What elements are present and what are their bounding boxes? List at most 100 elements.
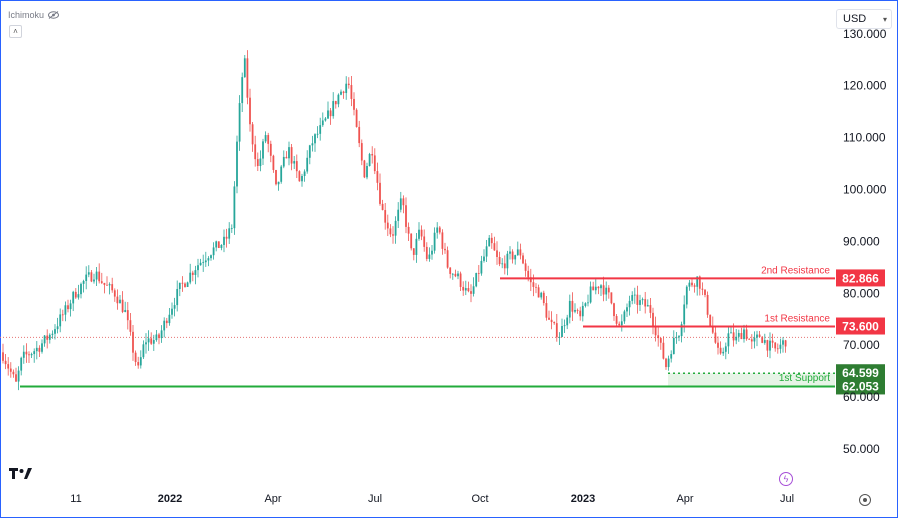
candle-body <box>537 287 540 298</box>
candle-body <box>711 325 714 333</box>
price-tick-label: 70.000 <box>843 338 880 352</box>
candle-body <box>342 91 345 94</box>
candle-body <box>576 309 579 311</box>
eye-icon[interactable] <box>48 11 60 19</box>
candle-body <box>210 255 212 259</box>
candle-body <box>301 175 303 182</box>
candle-body <box>761 336 764 343</box>
candle-body <box>204 260 207 263</box>
candle-body <box>701 288 704 290</box>
candle-body <box>501 263 504 265</box>
candle-body <box>493 243 496 251</box>
candle-body <box>561 326 563 337</box>
candle-body <box>529 277 532 283</box>
candle-body <box>631 295 634 301</box>
candle-body <box>475 273 478 287</box>
candle-body <box>763 340 766 343</box>
price-tick-label: 50.000 <box>843 442 880 456</box>
candle-body <box>181 282 184 284</box>
candle-body <box>696 276 699 287</box>
chevron-up-icon[interactable]: ˄ <box>9 25 22 38</box>
candle-body <box>407 226 410 234</box>
candle-body <box>600 285 602 289</box>
candle-body <box>353 98 355 110</box>
candle-body <box>108 284 111 286</box>
candle-body <box>524 263 527 271</box>
candle-body <box>17 370 20 382</box>
candle-body <box>425 246 428 259</box>
candle-body <box>280 166 283 182</box>
candle-body <box>623 311 626 322</box>
candle-body <box>433 232 436 251</box>
candle-body <box>706 294 709 315</box>
candle-body <box>579 310 582 317</box>
candle-body <box>264 135 267 142</box>
candle-body <box>288 147 290 159</box>
candle-body <box>649 305 652 313</box>
candle-body <box>412 248 415 255</box>
candle-body <box>184 283 186 287</box>
candle-body <box>69 303 72 310</box>
candle-body <box>704 289 706 295</box>
level-name-label: 1st Support <box>779 373 830 384</box>
candle-body <box>615 316 618 324</box>
candle-body <box>737 333 740 337</box>
candle-body <box>784 340 787 347</box>
candle-body <box>80 283 82 295</box>
candle-body <box>394 220 397 236</box>
candle-body <box>490 237 493 244</box>
candle-body <box>243 58 246 78</box>
price-tag-label: 73.600 <box>842 320 879 334</box>
candle-body <box>267 135 270 144</box>
indicator-legend[interactable]: Ichimoku <box>8 10 60 20</box>
price-tick-label: 120.000 <box>843 79 887 93</box>
gear-icon[interactable] <box>859 494 871 506</box>
candle-body <box>532 282 535 287</box>
candle-body <box>51 333 54 335</box>
candle-body <box>4 360 7 365</box>
candle-body <box>189 272 192 283</box>
candle-body <box>691 282 693 286</box>
candle-body <box>30 354 33 356</box>
candle-body <box>38 347 41 352</box>
candle-body <box>574 309 576 312</box>
candle-body <box>644 299 647 307</box>
candle-body <box>147 338 150 343</box>
candle-body <box>360 143 363 161</box>
candle-body <box>709 314 712 326</box>
candle-body <box>230 228 233 229</box>
candle-body <box>194 270 197 275</box>
price-tick-label: 130.000 <box>843 27 887 41</box>
time-tick-label: 11 <box>70 493 81 505</box>
candle-body <box>732 332 735 341</box>
candle-body <box>399 198 402 210</box>
candle-body <box>168 314 171 324</box>
tradingview-logo[interactable] <box>9 466 32 480</box>
candle-body <box>191 272 194 275</box>
candle-body <box>776 348 779 350</box>
candle-body <box>145 342 147 345</box>
candle-body <box>9 368 12 372</box>
candle-body <box>470 291 472 294</box>
candle-body <box>379 182 381 204</box>
candle-body <box>672 337 675 355</box>
candle-body <box>667 358 670 368</box>
candle-body <box>758 334 761 337</box>
candle-body <box>340 91 342 95</box>
currency-selector[interactable]: USD ▾ <box>836 9 892 29</box>
candle-body <box>550 319 553 323</box>
time-tick-label: Apr <box>676 493 693 505</box>
candle-body <box>116 296 119 304</box>
candle-body <box>2 352 4 361</box>
candle-body <box>771 340 774 343</box>
candle-body <box>256 159 259 167</box>
candle-body <box>160 330 163 339</box>
lightning-icon[interactable]: ϟ <box>779 472 793 486</box>
candle-body <box>54 329 56 334</box>
price-tick-label: 60.000 <box>843 390 880 404</box>
candle-body <box>152 340 155 344</box>
candle-body <box>7 364 10 369</box>
price-tag-label: 82.866 <box>842 271 879 285</box>
